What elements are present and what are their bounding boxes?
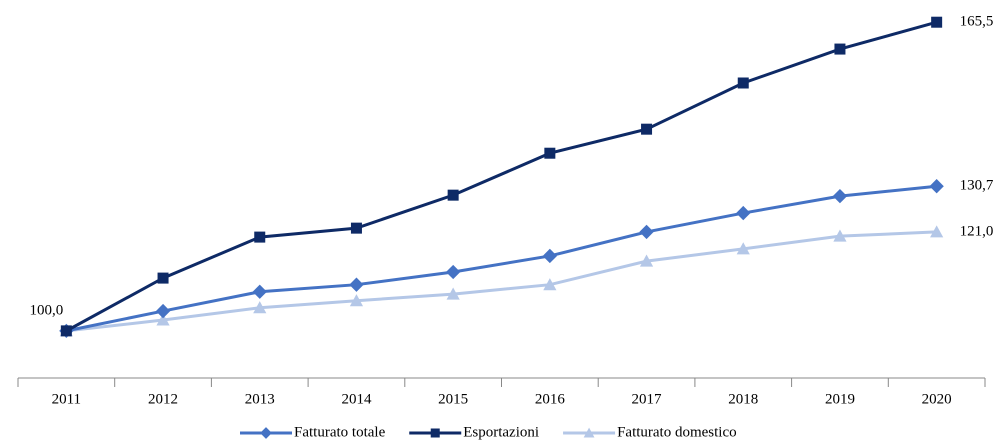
marker [260,427,272,439]
marker [430,428,440,438]
marker [446,264,461,280]
marker [543,278,557,291]
marker [544,147,556,159]
marker [157,272,169,284]
data-label: 130,7 [960,178,994,194]
data-label: 121,0 [960,223,994,239]
x-tick-label: 2012 [148,391,178,407]
legend-label: Fatturato domestico [617,424,737,440]
x-tick-label: 2015 [438,391,468,407]
x-tick-label: 2013 [245,391,275,407]
x-tick-label: 2020 [922,391,952,407]
marker [929,179,944,194]
marker [349,294,364,307]
marker [736,205,751,221]
marker [252,284,267,299]
x-tick-label: 2019 [825,391,855,407]
marker [253,301,267,314]
marker [736,242,750,255]
marker [349,277,364,292]
series-line [65,20,938,333]
data-label: 100,0 [29,302,63,318]
data-label: 165,5 [960,14,994,30]
marker [446,287,460,300]
marker [542,248,557,264]
marker [639,224,654,240]
marker [639,254,654,267]
series-line [66,230,937,333]
marker [254,231,266,243]
x-tick-label: 2011 [52,391,81,407]
marker [832,188,848,204]
marker [833,229,847,242]
x-tick-label: 2017 [632,391,663,407]
x-tick-label: 2018 [728,391,758,407]
marker [447,189,459,201]
marker [737,77,749,89]
marker [350,222,362,234]
marker [156,313,170,326]
x-tick-label: 2016 [535,391,566,407]
marker [155,303,171,319]
marker [641,123,653,135]
legend-label: Fatturato totale [294,424,386,440]
series-line [66,184,937,333]
marker [931,16,943,28]
marker [834,43,846,55]
marker [60,325,72,337]
marker [930,225,944,238]
legend-label: Esportazioni [463,424,539,440]
marker [583,427,595,438]
x-tick-label: 2014 [341,391,372,407]
legend: Fatturato totale Esportazioni Fatturato do… [240,424,737,440]
